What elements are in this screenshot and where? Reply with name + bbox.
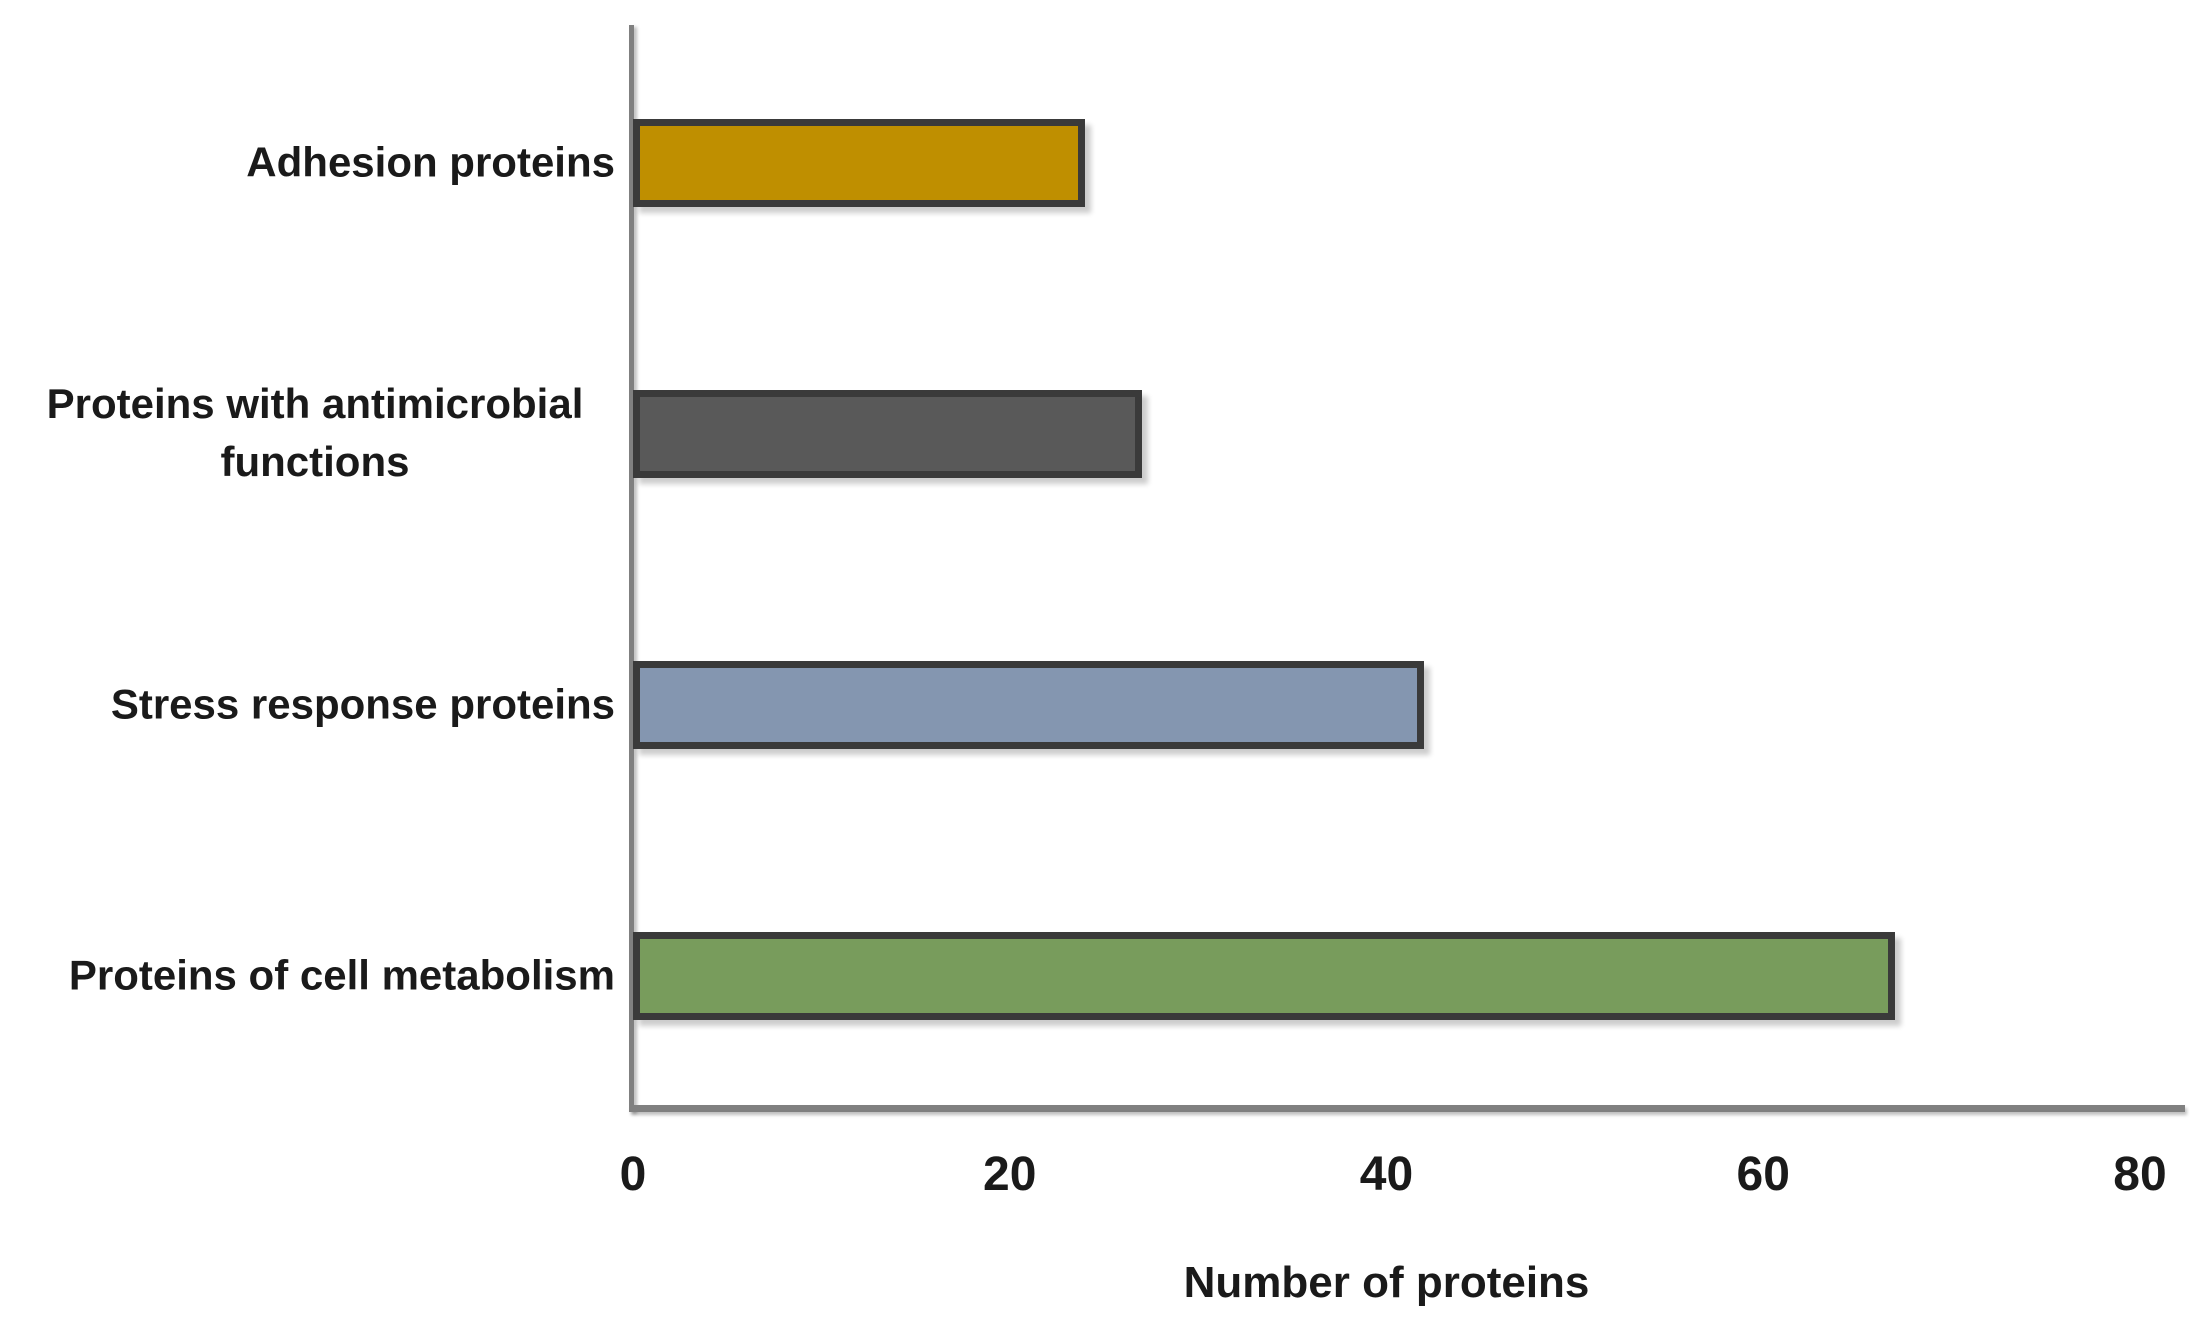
x-tick-60: 60 [1736,1148,1790,1201]
chart-row-cell-metabolism-proteins: Proteins of cell metabolism [0,840,2190,1111]
category-label-antimicrobial-proteins: Proteins with antimicrobial functions [46,379,584,486]
chart-rows: Adhesion proteins Proteins with antimicr… [0,27,2190,1111]
x-axis-title: Number of proteins [1183,1258,1590,1307]
x-tick-0: 0 [619,1148,647,1201]
bar-stress-response-proteins [633,660,1425,749]
category-label-cell-metabolism-proteins: Proteins of cell metabolism [68,951,615,999]
bar-adhesion-proteins [633,118,1086,207]
x-axis-ticks: 0 20 40 60 80 [0,1147,2190,1207]
chart-row-antimicrobial-proteins: Proteins with antimicrobial functions [0,298,2190,569]
bar-antimicrobial-proteins [633,389,1142,478]
category-label-adhesion-proteins: Adhesion proteins [246,138,615,186]
chart-row-adhesion-proteins: Adhesion proteins [0,27,2190,298]
x-tick-40: 40 [1359,1148,1414,1201]
x-tick-20: 20 [983,1148,1037,1201]
category-label-stress-response-proteins: Stress response proteins [110,680,615,728]
bar-cell-metabolism-proteins [633,931,1896,1020]
y-axis-line [629,25,634,1112]
chart-row-stress-response-proteins: Stress response proteins [0,569,2190,840]
x-axis-line [629,1105,2185,1112]
x-tick-80: 80 [2113,1148,2167,1201]
